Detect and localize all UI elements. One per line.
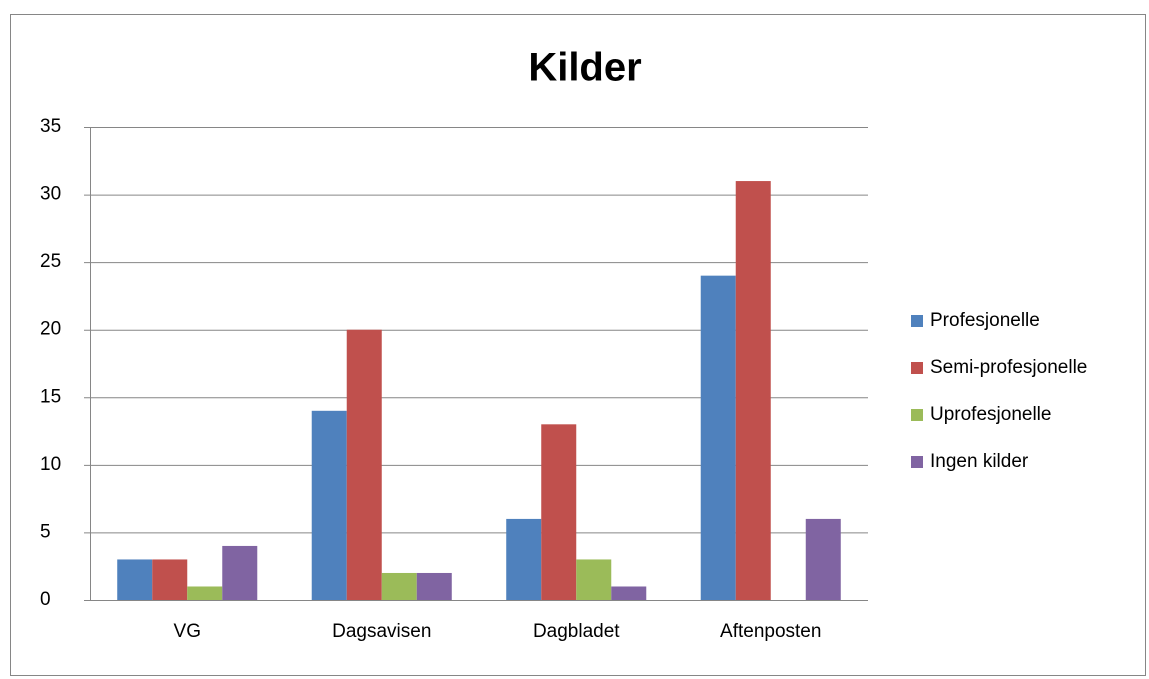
bar — [311, 410, 347, 600]
legend-swatch — [911, 456, 923, 468]
legend-swatch — [911, 362, 923, 374]
legend-label: Uprofesjonelle — [930, 404, 1051, 425]
legend-label: Profesjonelle — [930, 310, 1040, 331]
legend-swatch — [911, 315, 923, 327]
bar — [541, 424, 577, 600]
x-tick-label: Dagsavisen — [332, 621, 431, 642]
bar — [117, 559, 153, 600]
y-tick-label: 15 — [40, 386, 61, 407]
bar — [187, 586, 223, 600]
bar — [506, 518, 542, 600]
bar — [735, 181, 771, 601]
y-tick-label: 0 — [40, 589, 51, 610]
legend-label: Ingen kilder — [930, 451, 1029, 472]
bar — [152, 559, 188, 600]
bar — [381, 572, 417, 600]
bar — [576, 559, 612, 600]
bar — [346, 329, 382, 600]
y-tick-label: 25 — [40, 251, 61, 272]
bar — [805, 518, 841, 600]
y-tick-label: 35 — [40, 116, 61, 137]
x-tick-label: Aftenposten — [720, 621, 821, 642]
x-tick-label: Dagbladet — [533, 621, 620, 642]
y-tick-label: 5 — [40, 521, 51, 542]
legend-swatch — [911, 409, 923, 421]
y-tick-label: 30 — [40, 184, 61, 205]
chart-title: Kilder — [528, 46, 641, 90]
y-tick-label: 10 — [40, 454, 61, 475]
bar — [416, 572, 452, 600]
x-tick-label: VG — [174, 621, 201, 642]
bar — [222, 545, 258, 600]
bar — [611, 586, 647, 600]
y-tick-label: 20 — [40, 319, 61, 340]
legend-label: Semi-profesjonelle — [930, 357, 1087, 378]
bar — [700, 275, 736, 600]
